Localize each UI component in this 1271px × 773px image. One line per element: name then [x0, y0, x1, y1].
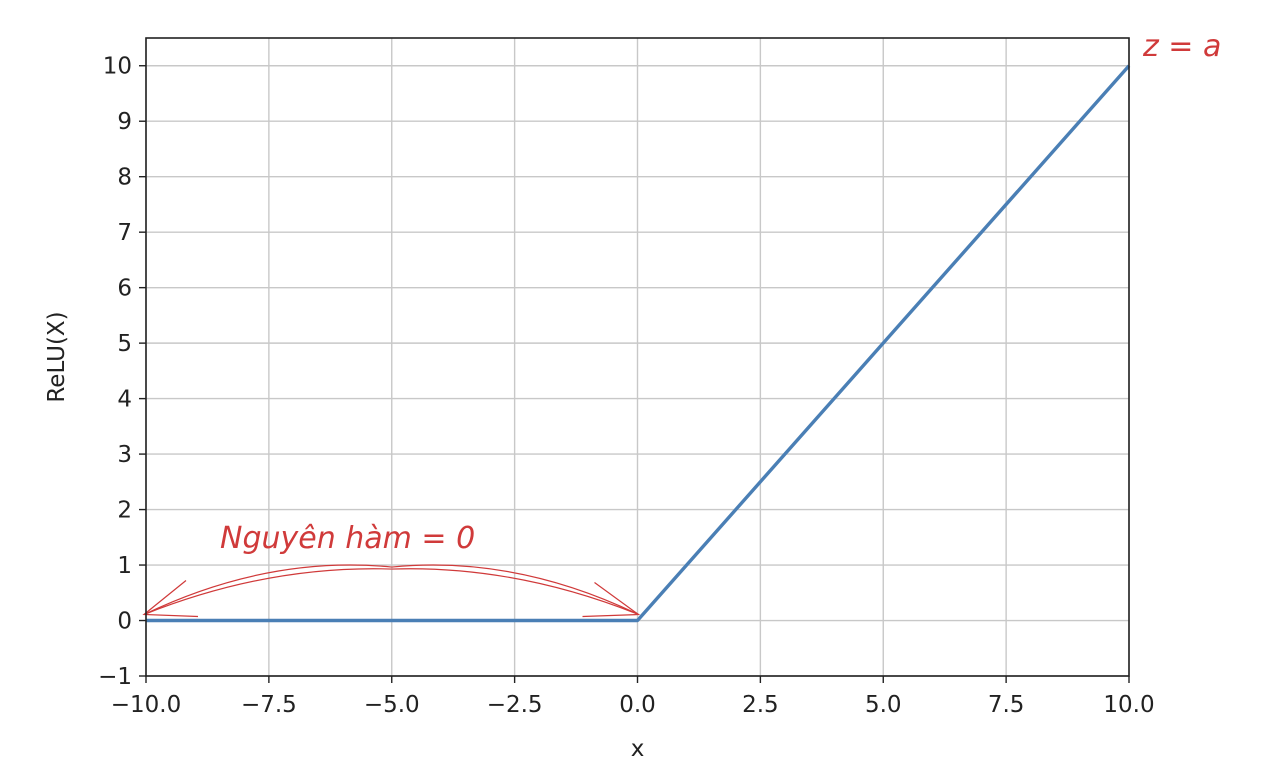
- y-tick-label: 8: [117, 165, 132, 191]
- tick-marks: [139, 65, 1130, 683]
- x-tick-label: −2.5: [487, 692, 543, 718]
- tick-labels: −10.0 −7.5 −5.0 −2.5 0.0 2.5 5.0 7.5 10.0 −1 0 1 2 3 4…: [98, 54, 1155, 718]
- arrowhead-right: [582, 582, 641, 618]
- y-tick-label: 2: [117, 498, 132, 524]
- y-tick-label: 0: [117, 609, 132, 635]
- brace-left-arc: [143, 564, 392, 616]
- x-tick-label: −5.0: [364, 692, 420, 718]
- grid-lines: [145, 38, 1130, 677]
- x-tick-label: 2.5: [742, 692, 779, 718]
- y-tick-label: −1: [98, 664, 132, 690]
- x-tick-label: 5.0: [865, 692, 902, 718]
- x-tick-label: 7.5: [988, 692, 1025, 718]
- y-tick-label: 7: [117, 220, 132, 246]
- annotation-arrows: [142, 564, 641, 618]
- y-tick-label: 4: [117, 387, 132, 413]
- y-tick-label: 9: [117, 109, 132, 135]
- x-tick-label: −10.0: [111, 692, 181, 718]
- y-tick-label: 5: [117, 331, 132, 357]
- brace-right-arc: [391, 564, 639, 616]
- y-tick-label: 1: [117, 553, 132, 579]
- annotation-z-equals-a: z = a: [1142, 29, 1221, 64]
- series-layer: [146, 64, 1131, 623]
- brace-right-arc-inner: [391, 568, 639, 616]
- y-tick-label: 3: [117, 442, 132, 468]
- annotation-nguyen-ham: Nguyên hàm = 0: [220, 521, 475, 556]
- x-axis-label: x: [631, 736, 645, 762]
- y-tick-label: 6: [117, 276, 132, 302]
- x-tick-label: 0.0: [619, 692, 656, 718]
- arrowhead-left: [142, 580, 199, 618]
- brace-left-arc-inner: [143, 568, 392, 616]
- y-axis-label: ReLU(X): [44, 311, 70, 402]
- x-tick-label: −7.5: [241, 692, 297, 718]
- y-tick-label: 10: [103, 54, 132, 80]
- x-tick-label: 10.0: [1103, 692, 1154, 718]
- relu-series-line: [146, 64, 1131, 623]
